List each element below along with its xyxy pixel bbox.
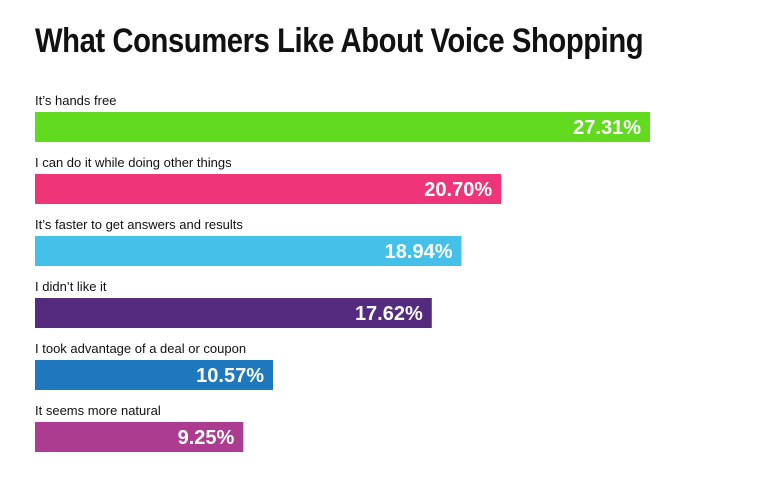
data-label: 17.62%: [355, 303, 423, 325]
category-label: It’s faster to get answers and results: [35, 217, 243, 232]
category-label: I took advantage of a deal or coupon: [35, 341, 246, 356]
chart-title: What Consumers Like About Voice Shopping: [35, 22, 644, 60]
category-label: It’s hands free: [35, 93, 116, 108]
data-label: 20.70%: [424, 179, 492, 201]
category-label: I can do it while doing other things: [35, 155, 232, 170]
data-label: 10.57%: [196, 365, 264, 387]
bar: [35, 174, 502, 204]
bar: [35, 360, 274, 390]
data-label: 18.94%: [385, 241, 453, 263]
bar: [35, 236, 462, 266]
category-label: I didn’t like it: [35, 279, 107, 294]
data-label: 27.31%: [573, 117, 641, 139]
bar: [35, 422, 244, 452]
data-label: 9.25%: [178, 427, 235, 449]
bar: [35, 112, 650, 142]
bar: [35, 298, 432, 328]
category-label: It seems more natural: [35, 403, 161, 418]
